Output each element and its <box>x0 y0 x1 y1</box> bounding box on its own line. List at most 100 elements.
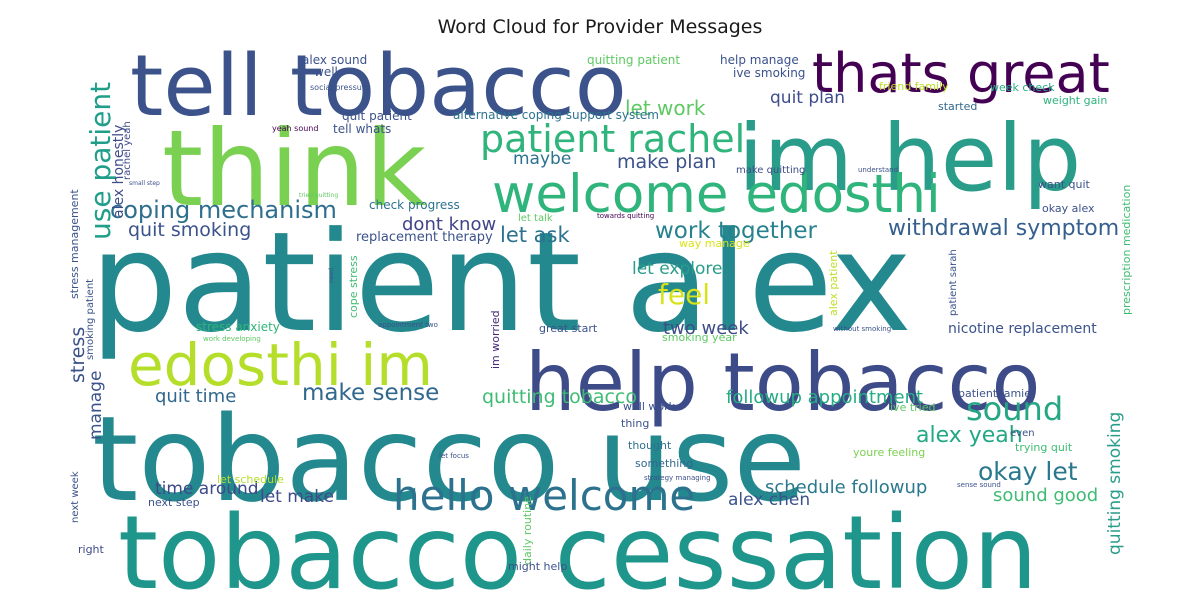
word-sense-sound: sense sound <box>957 481 1001 489</box>
word-understand: understand <box>858 166 898 174</box>
word-welcome-edosthi: welcome edosthi <box>492 164 941 225</box>
word-make-plan: make plan <box>617 151 716 173</box>
word-way-manage: way manage <box>679 237 750 250</box>
word-small-step: small step <box>129 180 160 187</box>
word-help-manage: help manage <box>720 53 799 67</box>
word-hello-welcome: hello welcome <box>393 471 695 520</box>
word-something: something <box>635 457 693 470</box>
word-next-week: next week <box>70 471 81 523</box>
word-alex-yeah: alex yeah <box>916 423 1023 448</box>
word-want-quit: want quit <box>1038 178 1091 191</box>
word-let-focus: let focus <box>439 452 469 460</box>
word-alex-chen: alex chen <box>728 490 810 510</box>
word-ive-smoking: ive smoking <box>733 66 805 80</box>
word-youre-feeling: youre feeling <box>853 446 925 459</box>
word-without-smoking: without smoking <box>833 325 891 333</box>
word-tobacco-cessation: tobacco cessation <box>118 494 1038 600</box>
word-let-schedule: let schedule <box>217 473 284 486</box>
word-replacement-therapy: replacement therapy <box>356 230 493 245</box>
word-let-talk: let talk <box>518 213 553 224</box>
word-schedule-followup: schedule followup <box>765 477 927 498</box>
word-patient-alex: patient alex <box>90 202 912 363</box>
word-edosthi-im: edosthi im <box>128 331 433 399</box>
word-friend-family: friend family <box>879 80 949 93</box>
word-patient-sarah: patient sarah <box>948 249 959 316</box>
word-daily-routine: daily routine <box>521 496 534 565</box>
word-im-help: im help <box>738 105 1081 212</box>
word-quitting-smoking: quitting smoking <box>1105 412 1125 555</box>
word-appointment-two: appointment two <box>378 321 438 329</box>
word-cope-stress: cope stress <box>347 255 360 318</box>
word-help-tobacco: help tobacco <box>525 336 1040 429</box>
word-tell-tobacco: tell tobacco <box>130 37 627 136</box>
word-alex-sound: alex sound <box>302 53 367 67</box>
word-thing: thing <box>621 417 649 430</box>
word-prescription-medication: prescription medication <box>1120 185 1133 315</box>
word-nicotine-replacement: nicotine replacement <box>948 321 1097 337</box>
word-alex-honestly: alex honestly <box>111 125 127 218</box>
word-feel: feel <box>658 278 710 311</box>
word-alternative-coping-support-system: alternative coping support system <box>453 108 659 122</box>
word-tobacco-use: tobacco use <box>92 390 806 528</box>
word-need: need <box>328 268 335 283</box>
word-okay-let: okay let <box>978 457 1078 486</box>
word-great-start: great start <box>539 322 598 335</box>
word-right: right <box>78 543 105 556</box>
word-yeah-sound: yeah sound <box>272 124 318 133</box>
word-let-ask: let ask <box>500 223 570 247</box>
word-maybe: maybe <box>513 149 571 169</box>
word-started: started <box>938 100 977 113</box>
word-time-around: time around <box>155 479 259 499</box>
word-thats-great: thats great <box>812 42 1110 105</box>
word-two-week: two week <box>663 318 749 339</box>
word-quit-patient: quit patient <box>342 109 412 123</box>
word-followup-appointment: followup appointment <box>726 387 923 408</box>
word-dont-know: dont know <box>402 214 496 235</box>
word-stress-management: stress management <box>68 189 81 299</box>
word-sound: sound <box>966 390 1063 428</box>
word-trying-quit: trying quit <box>1015 441 1073 454</box>
word-might-help: might help <box>508 560 567 573</box>
word-let-explore: let explore <box>632 259 722 279</box>
word-work-developing: work developing <box>203 335 261 343</box>
word-manage: manage <box>86 371 106 440</box>
word-next-step: next step <box>148 496 200 509</box>
word-tried-quitting: tried quitting <box>299 192 338 199</box>
word-quit-smoking: quit smoking <box>128 219 251 241</box>
word-smoking-year: smoking year <box>662 331 737 344</box>
word-strategy-managing: strategy managing <box>644 474 711 482</box>
word-okay-alex: okay alex <box>1042 202 1095 215</box>
word-withdrawal-symptom: withdrawal symptom <box>888 216 1119 241</box>
word-towards-quitting: towards quitting <box>597 212 654 220</box>
word-stress-anxiety: stress anxiety <box>196 320 280 334</box>
word-let-work: let work <box>625 96 706 120</box>
word-im-worried: im worried <box>489 310 502 369</box>
word-week-check: week check <box>990 81 1055 94</box>
word-weight-gain: weight gain <box>1043 94 1107 107</box>
word-quit-time: quit time <box>155 386 236 407</box>
word-well: well <box>314 65 338 79</box>
chart-title: Word Cloud for Provider Messages <box>437 16 763 38</box>
word-alex-patient: alex patient <box>827 250 840 316</box>
word-sound-good: sound good <box>993 485 1098 506</box>
word-use-patient: use patient <box>84 82 117 240</box>
word-quit-plan: quit plan <box>770 88 845 108</box>
word-make-quitting: make quitting <box>736 165 805 176</box>
word-check-progress: check progress <box>369 198 460 212</box>
word-rachel-yeah: rachel yeah <box>122 121 133 180</box>
word-social-pressure: social pressure <box>310 83 370 92</box>
word-make-sense: make sense <box>302 380 439 406</box>
word-well-work: well work <box>623 400 676 413</box>
word-patient-jamie: patient jamie <box>958 387 1031 400</box>
word-thought: thought <box>628 439 672 452</box>
word-quitting-patient: quitting patient <box>587 53 680 67</box>
word-think: think <box>162 108 426 230</box>
word-let-make: let make <box>260 487 334 507</box>
word-ive-tried: ive tried <box>890 401 935 414</box>
word-tell-whats: tell whats <box>333 122 391 136</box>
word-patient-rachel: patient rachel <box>480 117 745 161</box>
word-stress: stress <box>67 327 89 383</box>
word-even: even <box>1010 428 1035 439</box>
word-quitting-tobacco: quitting tobacco <box>482 386 637 408</box>
